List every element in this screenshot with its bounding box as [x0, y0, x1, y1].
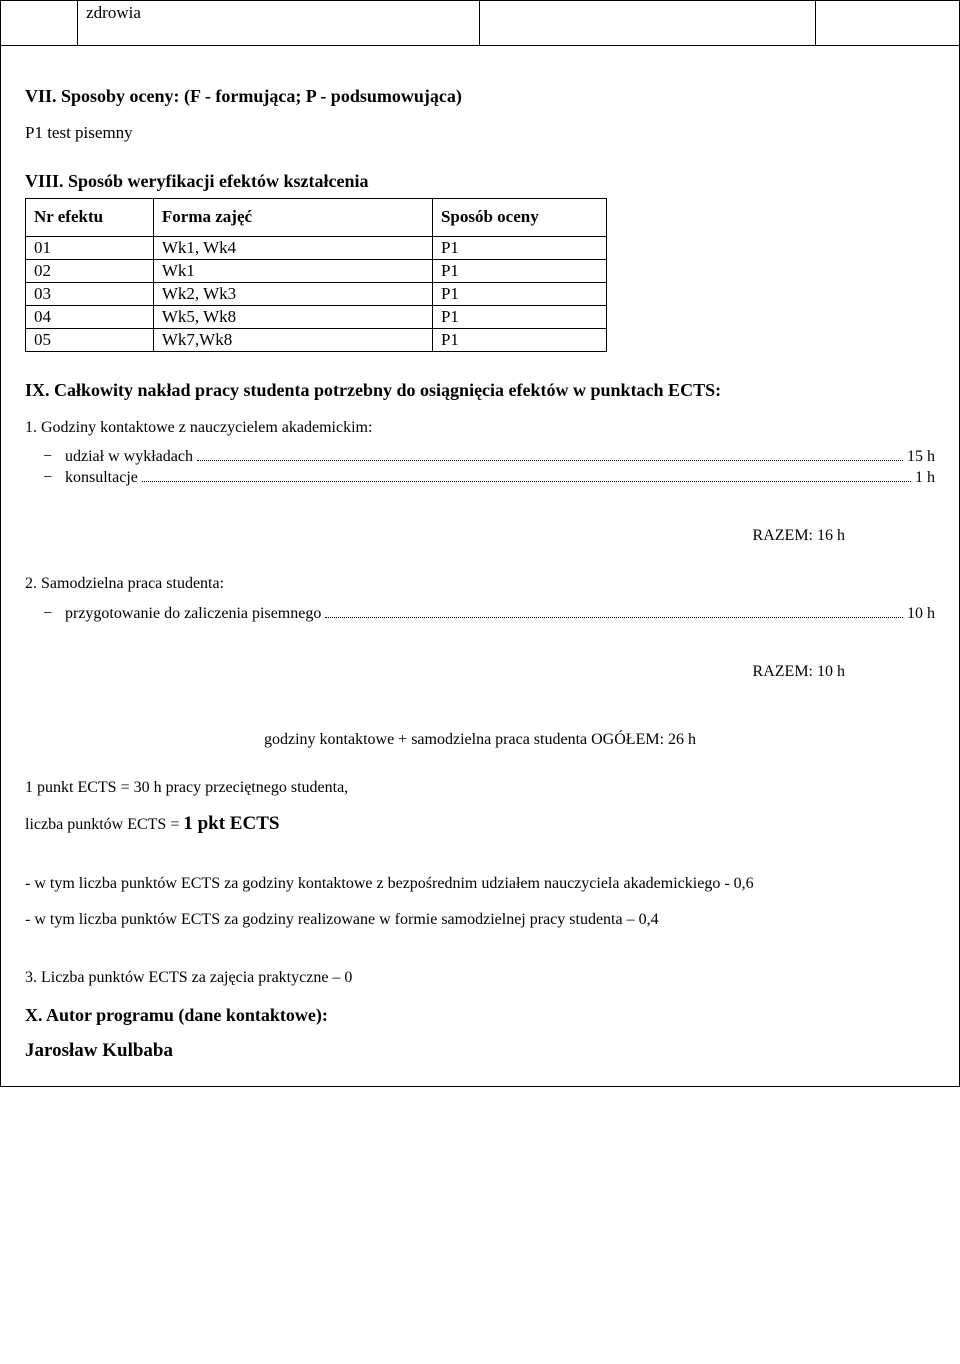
sec9-part2-label: 2. Samodzielna praca studenta: [25, 575, 935, 593]
dash-icon: − [43, 448, 65, 466]
verif-cell: Wk5, Wk8 [153, 305, 432, 328]
verif-row: 05 Wk7,Wk8 P1 [26, 328, 607, 351]
top-cell-3 [480, 1, 815, 45]
bullet-value: 15 h [907, 448, 935, 466]
ects-line: liczba punktów ECTS = 1 pkt ECTS [25, 813, 935, 835]
verif-cell: 05 [26, 328, 154, 351]
content-area: VII. Sposoby oceny: (F - formująca; P - … [1, 46, 959, 1086]
page-frame: zdrowia VII. Sposoby oceny: (F - formują… [0, 0, 960, 1087]
bullet-value: 1 h [915, 469, 935, 487]
ects-value: 1 pkt ECTS [183, 813, 279, 834]
verif-cell: 04 [26, 305, 154, 328]
dots-fill [142, 468, 911, 482]
sec9-part3: 3. Liczba punktów ECTS za zajęcia prakty… [25, 969, 935, 987]
verif-cell: 02 [26, 259, 154, 282]
verif-h1: Nr efektu [26, 198, 154, 236]
dots-fill [325, 603, 903, 617]
top-cell-2: zdrowia [78, 1, 480, 45]
verif-cell: Wk1, Wk4 [153, 236, 432, 259]
verif-cell: Wk1 [153, 259, 432, 282]
top-cell-4 [815, 1, 959, 45]
verif-cell: 01 [26, 236, 154, 259]
author-name: Jarosław Kulbaba [25, 1040, 935, 1062]
bullet-label: konsultacje [65, 469, 138, 487]
bullet-item: − udział w wykładach 15 h [43, 447, 935, 466]
verif-row: 04 Wk5, Wk8 P1 [26, 305, 607, 328]
sec9-part1-label: 1. Godziny kontaktowe z nauczycielem aka… [25, 419, 935, 437]
verif-cell: P1 [432, 236, 606, 259]
verif-row: 02 Wk1 P1 [26, 259, 607, 282]
note-1: - w tym liczba punktów ECTS za godziny k… [25, 875, 935, 893]
dots-fill [197, 447, 903, 461]
verif-cell: P1 [432, 305, 606, 328]
verif-h3: Sposób oceny [432, 198, 606, 236]
note-2: - w tym liczba punktów ECTS za godziny r… [25, 911, 935, 929]
verif-cell: P1 [432, 282, 606, 305]
razem-1: RAZEM: 16 h [25, 527, 845, 545]
verif-h2: Forma zajęć [153, 198, 432, 236]
verif-cell: 03 [26, 282, 154, 305]
verification-table: Nr efektu Forma zajęć Sposób oceny 01 Wk… [25, 198, 607, 352]
verif-row: 03 Wk2, Wk3 P1 [26, 282, 607, 305]
verif-cell: Wk2, Wk3 [153, 282, 432, 305]
razem-2: RAZEM: 10 h [25, 663, 845, 681]
bullet-value: 10 h [907, 605, 935, 623]
sec7-line: P1 test pisemny [25, 123, 935, 143]
verif-header-row: Nr efektu Forma zajęć Sposób oceny [26, 198, 607, 236]
verif-cell: P1 [432, 259, 606, 282]
top-row: zdrowia [1, 1, 959, 45]
sec8-heading: VIII. Sposób weryfikacji efektów kształc… [25, 171, 935, 192]
verif-row: 01 Wk1, Wk4 P1 [26, 236, 607, 259]
bullet-label: przygotowanie do zaliczenia pisemnego [65, 605, 321, 623]
bullet-item: − konsultacje 1 h [43, 468, 935, 487]
total-line: godziny kontaktowe + samodzielna praca s… [25, 731, 935, 749]
pkt-30h: 1 punkt ECTS = 30 h pracy przeciętnego s… [25, 779, 935, 797]
dash-icon: − [43, 605, 65, 623]
bullet-label: udział w wykładach [65, 448, 193, 466]
sec7-heading: VII. Sposoby oceny: (F - formująca; P - … [25, 86, 935, 107]
bullet-item: − przygotowanie do zaliczenia pisemnego … [43, 603, 935, 622]
sec9-heading: IX. Całkowity nakład pracy studenta potr… [25, 380, 935, 401]
top-row-table: zdrowia [1, 1, 959, 46]
verif-cell: P1 [432, 328, 606, 351]
verif-cell: Wk7,Wk8 [153, 328, 432, 351]
dash-icon: − [43, 469, 65, 487]
ects-prefix: liczba punktów ECTS = [25, 816, 183, 833]
sec10-heading: X. Autor programu (dane kontaktowe): [25, 1005, 935, 1026]
top-cell-1 [1, 1, 78, 45]
